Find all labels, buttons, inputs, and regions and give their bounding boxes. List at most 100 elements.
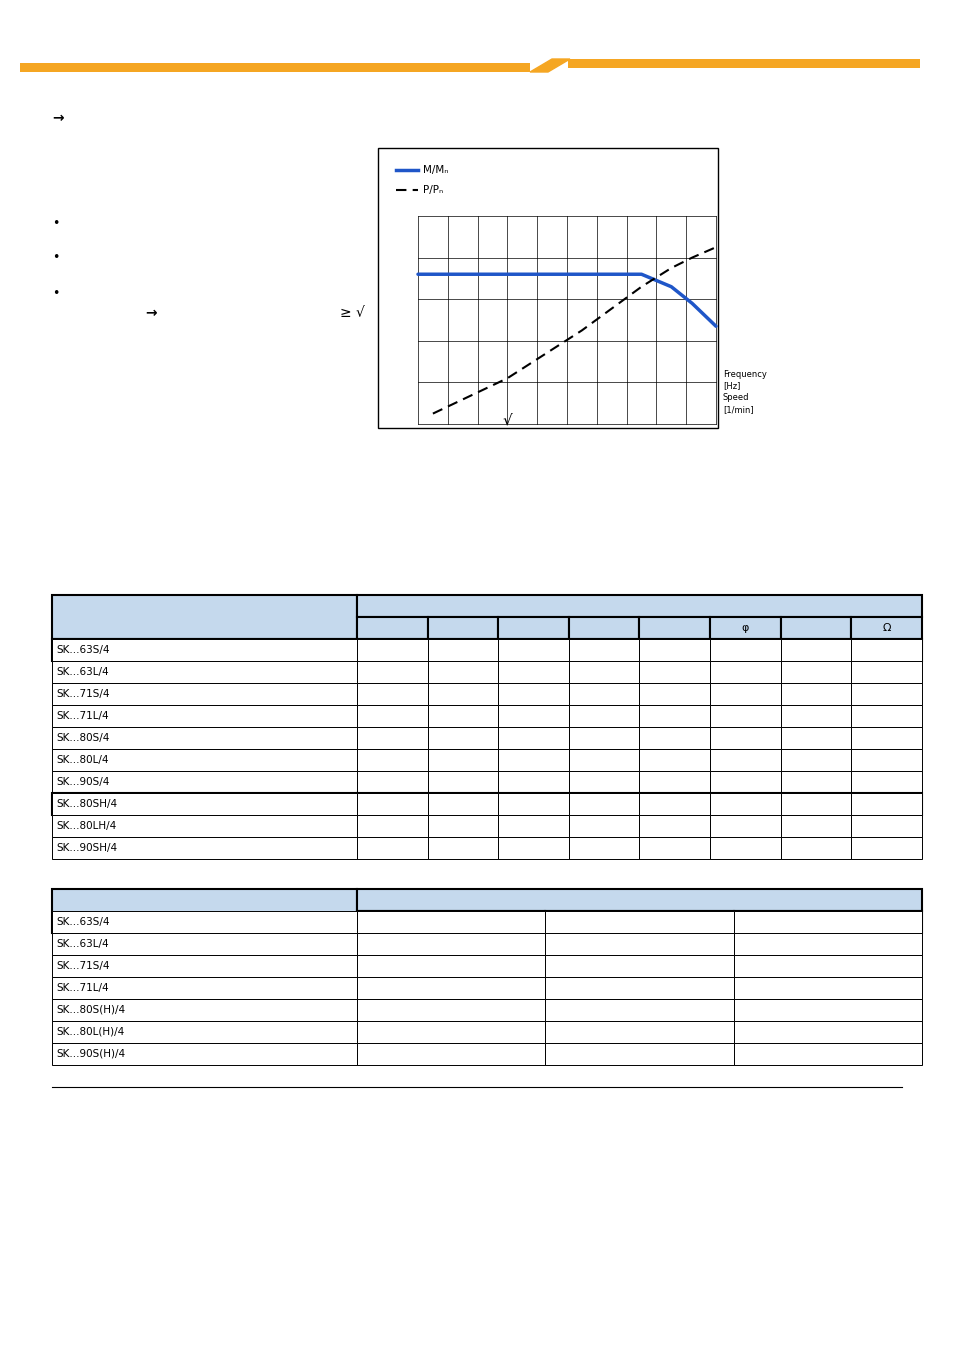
Bar [52,933,356,954]
Bar [850,662,921,683]
Bar [52,792,356,815]
Bar [568,771,639,792]
Bar [639,792,709,815]
Bar [545,911,733,933]
Bar [52,954,356,977]
Bar [427,837,497,859]
Bar [709,815,780,837]
Bar [780,705,850,728]
Bar [780,771,850,792]
Bar [639,639,709,662]
Text: Ω: Ω [882,622,890,633]
Bar [427,662,497,683]
Bar [427,771,497,792]
Text: SK...63S/4: SK...63S/4 [56,645,110,655]
Bar [545,999,733,1021]
Bar [356,683,427,705]
Text: SK...63S/4: SK...63S/4 [56,917,110,927]
Bar [639,705,709,728]
Bar [733,1021,921,1044]
Text: SK...80S(H)/4: SK...80S(H)/4 [56,1004,125,1015]
Bar [850,728,921,749]
Bar [733,911,921,933]
Bar [52,749,356,771]
Bar [568,749,639,771]
Bar [850,639,921,662]
Bar [52,977,356,999]
Text: SK...71L/4: SK...71L/4 [56,711,109,721]
Bar [545,977,733,999]
Bar [356,662,427,683]
Bar [709,683,780,705]
Bar [709,837,780,859]
Text: •: • [52,251,59,265]
Bar [733,911,921,933]
Bar [52,792,356,815]
Bar [52,1021,356,1044]
Bar [356,977,545,999]
Text: SK...90SH/4: SK...90SH/4 [56,842,117,853]
Bar [356,933,545,954]
Bar [568,617,639,639]
Bar [497,617,568,639]
Text: SK...80LH/4: SK...80LH/4 [56,821,116,832]
Bar [709,749,780,771]
Bar [733,954,921,977]
Bar [780,749,850,771]
Bar [780,792,850,815]
Bar [52,837,356,859]
Text: φ: φ [741,622,748,633]
Bar [497,771,568,792]
Bar [568,662,639,683]
Bar [52,728,356,749]
Bar [733,977,921,999]
Bar [356,705,427,728]
Bar [52,815,356,837]
Bar [639,771,709,792]
Bar [709,705,780,728]
Text: SK...90S(H)/4: SK...90S(H)/4 [56,1049,125,1058]
Bar [356,911,545,933]
Bar [497,749,568,771]
Text: SK...71S/4: SK...71S/4 [56,688,110,699]
Bar [52,705,356,728]
Bar [52,890,356,933]
Bar [497,837,568,859]
Bar [545,911,733,933]
Bar [568,639,639,662]
Bar [850,749,921,771]
Bar [427,792,497,815]
Text: M/Mₙ: M/Mₙ [422,165,448,176]
Bar [356,595,921,617]
Bar [52,639,356,662]
Bar [356,911,545,933]
Bar [545,1021,733,1044]
Bar [709,728,780,749]
Text: SK...80SH/4: SK...80SH/4 [56,799,117,809]
Text: SK...80L(H)/4: SK...80L(H)/4 [56,1027,124,1037]
Bar [568,705,639,728]
Bar [52,1044,356,1065]
Bar [356,837,427,859]
Text: →: → [52,111,64,126]
Bar [497,639,568,662]
Bar [356,815,427,837]
Bar [639,617,709,639]
Polygon shape [530,59,569,72]
Bar [52,771,356,792]
Bar [356,890,921,911]
Bar [497,662,568,683]
Text: SK...71S/4: SK...71S/4 [56,961,110,971]
Bar [356,1044,545,1065]
Bar [850,837,921,859]
Bar [568,683,639,705]
Bar [356,639,921,662]
Text: SK...63L/4: SK...63L/4 [56,940,109,949]
Bar [780,662,850,683]
Bar [733,933,921,954]
Bar [356,792,921,815]
Bar [497,792,568,815]
Bar [427,683,497,705]
Bar [850,792,921,815]
Bar [52,639,356,662]
